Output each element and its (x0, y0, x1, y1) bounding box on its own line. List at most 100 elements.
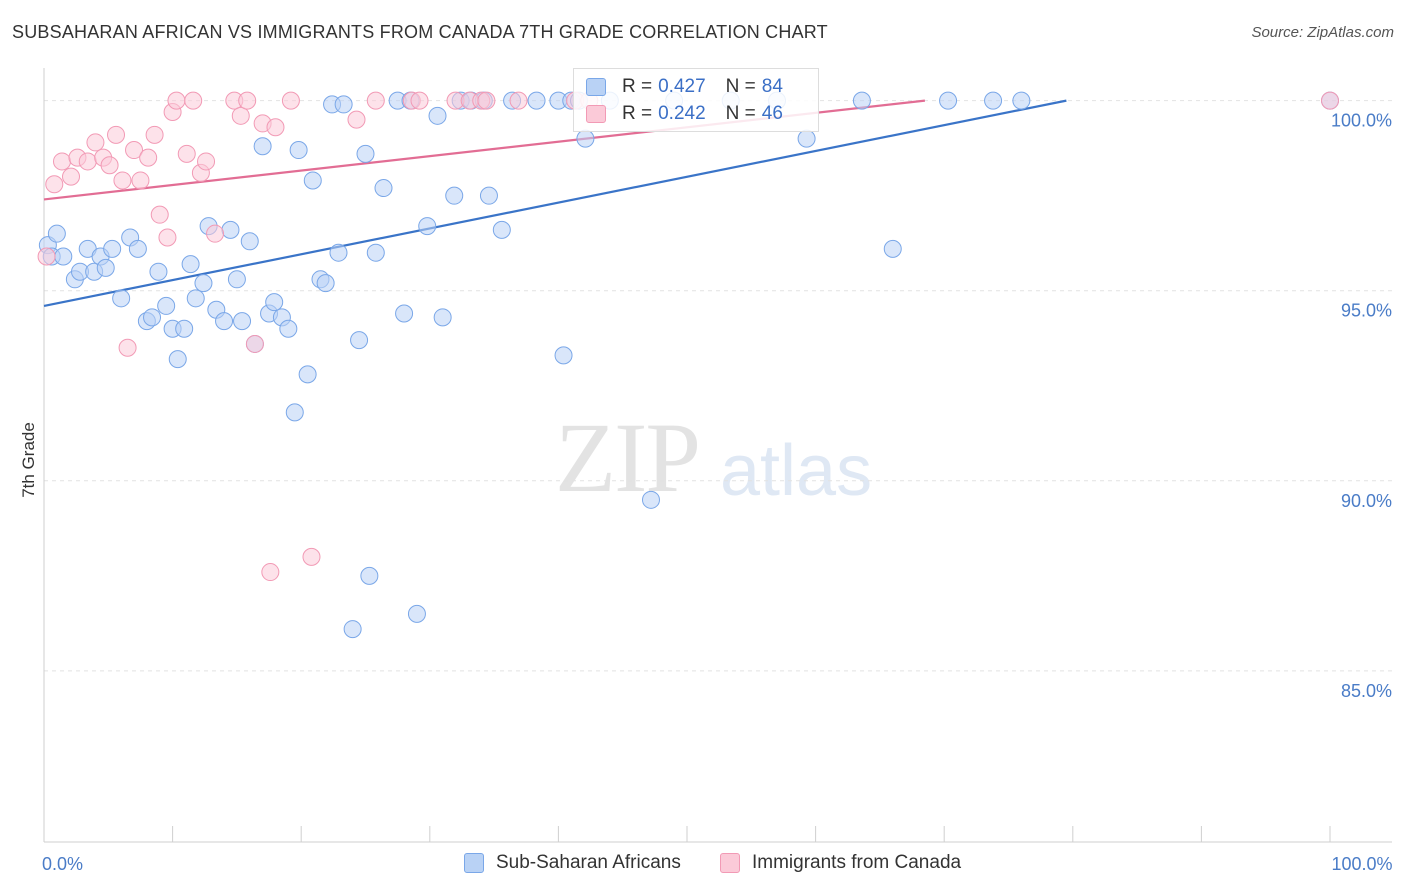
data-point (366, 91, 385, 110)
data-point (128, 239, 147, 258)
data-point (285, 403, 304, 422)
data-point (139, 148, 158, 167)
data-point (47, 224, 66, 243)
data-point (186, 289, 205, 308)
y-tick-label: 85.0% (1341, 681, 1392, 701)
data-point (168, 350, 187, 369)
data-point (343, 620, 362, 639)
data-point (279, 319, 298, 338)
data-point (221, 220, 240, 239)
data-point (54, 247, 73, 266)
data-point (939, 91, 958, 110)
data-point (181, 255, 200, 274)
data-point (100, 156, 119, 175)
data-point (158, 228, 177, 247)
data-point (118, 338, 137, 357)
data-point (227, 270, 246, 289)
data-point (554, 346, 573, 365)
data-point (167, 91, 186, 110)
data-point (289, 141, 308, 160)
data-points (37, 91, 1339, 639)
data-point (233, 312, 252, 331)
data-point (149, 262, 168, 281)
data-point (45, 175, 64, 194)
data-point (206, 224, 225, 243)
data-point (266, 118, 285, 137)
y-tick-label: 100.0% (1331, 111, 1392, 131)
data-point (253, 137, 272, 156)
data-point (428, 106, 447, 125)
data-point (350, 331, 369, 350)
data-point (527, 91, 546, 110)
grid-lines (44, 100, 1392, 672)
data-point (410, 91, 429, 110)
data-point (86, 133, 105, 152)
legend-item-canada[interactable]: Immigrants from Canada (720, 852, 961, 874)
chart-source: Source: ZipAtlas.com (1251, 24, 1394, 41)
data-point (360, 566, 379, 585)
chart-title: SUBSAHARAN AFRICAN VS IMMIGRANTS FROM CA… (12, 22, 828, 42)
data-point (316, 274, 335, 293)
data-point (112, 289, 131, 308)
chart-legend: Sub-Saharan Africans Immigrants from Can… (0, 850, 1406, 880)
r-value: 0.427 (658, 76, 706, 97)
data-point (265, 293, 284, 312)
data-point (197, 152, 216, 171)
data-point (245, 334, 264, 353)
data-point (131, 171, 150, 190)
legend-swatch-canada (720, 853, 740, 873)
data-point (407, 604, 426, 623)
data-point (418, 217, 437, 236)
data-point (797, 129, 816, 148)
legend-label-sub-saharan: Sub-Saharan Africans (496, 852, 681, 873)
data-point (125, 141, 144, 160)
data-point (356, 144, 375, 163)
data-point (145, 125, 164, 144)
data-point (374, 179, 393, 198)
data-point (96, 258, 115, 277)
data-point (334, 95, 353, 114)
data-point (53, 152, 72, 171)
data-point (1321, 91, 1339, 110)
data-point (150, 205, 169, 224)
n-label: N = (725, 103, 756, 124)
data-point (78, 152, 97, 171)
data-point (984, 91, 1003, 110)
stats-legend: R = 0.427 N = 84 R = 0.242 N = 46 (573, 68, 819, 132)
data-point (433, 308, 452, 327)
data-point (37, 247, 56, 266)
data-point (366, 243, 385, 262)
data-point (231, 106, 250, 125)
n-value: 46 (761, 103, 783, 124)
stats-row-canada: R = 0.242 N = 46 (586, 102, 783, 126)
y-tick-label: 90.0% (1341, 491, 1392, 511)
stats-swatch-sub-saharan (586, 78, 606, 96)
data-point (184, 91, 203, 110)
data-point (302, 547, 321, 566)
axes (43, 68, 1392, 843)
y-tick-labels: 100.0% 95.0% 90.0% 85.0% (1331, 111, 1392, 701)
legend-label-canada: Immigrants from Canada (752, 852, 962, 873)
data-point (298, 365, 317, 384)
data-point (492, 220, 511, 239)
x-tick-label: 100.0% (1331, 854, 1392, 874)
data-point (479, 186, 498, 205)
legend-swatch-sub-saharan (464, 853, 484, 873)
data-point (240, 232, 259, 251)
data-point (261, 563, 280, 582)
r-label: R = (622, 76, 653, 97)
legend-item-sub-saharan[interactable]: Sub-Saharan Africans (464, 852, 681, 874)
n-value: 84 (761, 76, 783, 97)
data-point (883, 239, 902, 258)
data-point (194, 274, 213, 293)
n-label: N = (725, 76, 756, 97)
data-point (303, 171, 322, 190)
data-point (157, 296, 176, 315)
data-point (177, 144, 196, 163)
data-point (175, 319, 194, 338)
x-tick-label: 0.0% (42, 854, 83, 874)
data-point (107, 125, 126, 144)
y-tick-label: 95.0% (1341, 301, 1392, 321)
watermark-zip: ZIP (555, 402, 701, 513)
